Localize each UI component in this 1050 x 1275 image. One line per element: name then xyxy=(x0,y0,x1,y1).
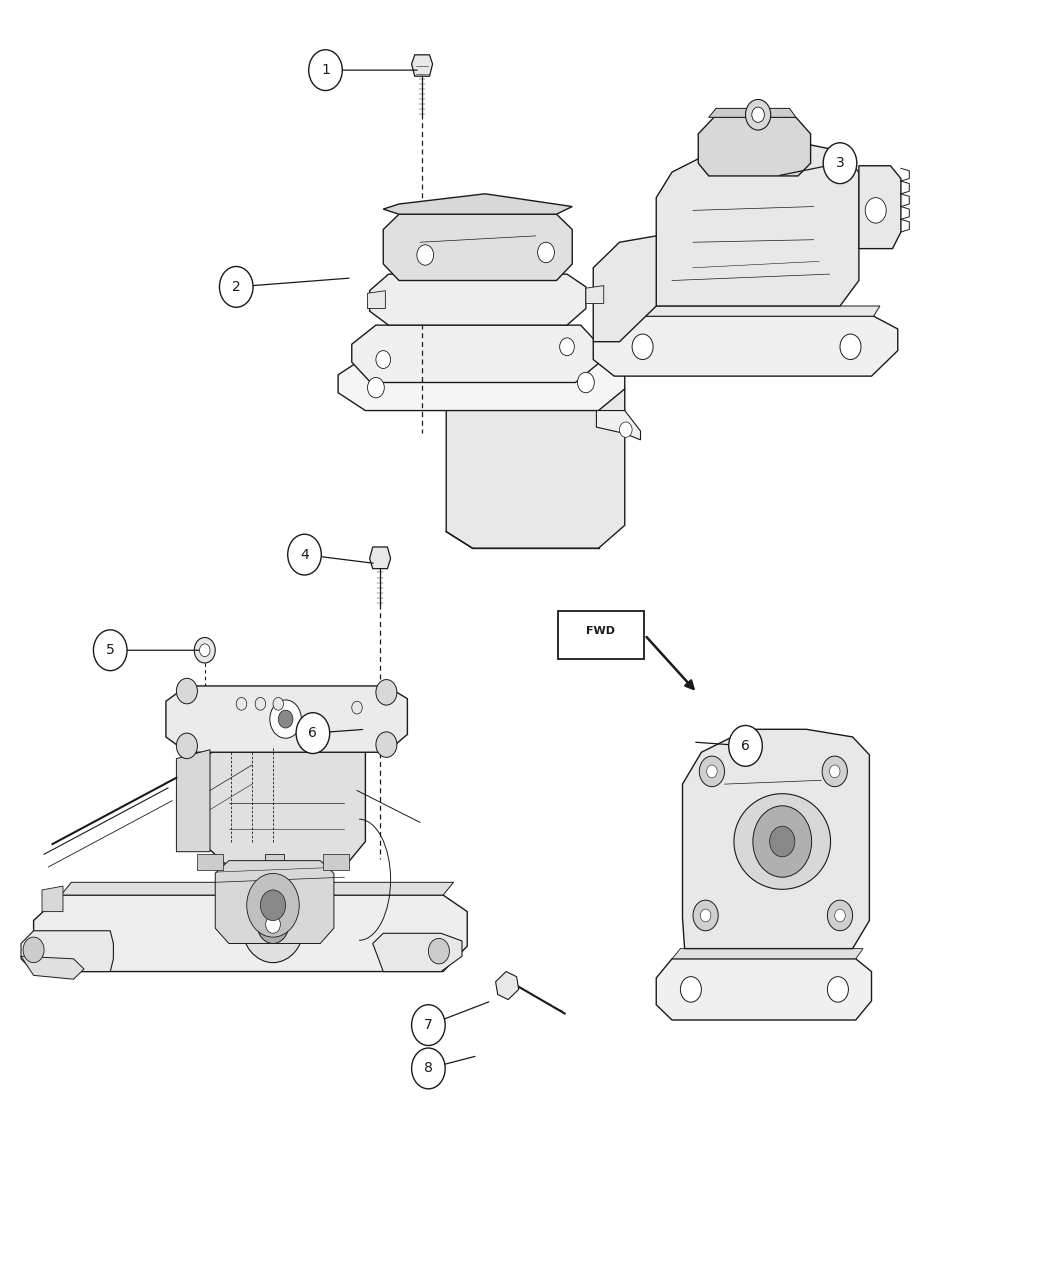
Text: 5: 5 xyxy=(106,644,114,657)
Circle shape xyxy=(835,909,845,922)
Circle shape xyxy=(746,99,771,130)
Polygon shape xyxy=(446,376,625,548)
Circle shape xyxy=(219,266,253,307)
Polygon shape xyxy=(656,140,859,306)
Polygon shape xyxy=(370,547,391,569)
Polygon shape xyxy=(338,357,625,411)
Polygon shape xyxy=(166,686,407,752)
Circle shape xyxy=(822,756,847,787)
Circle shape xyxy=(417,245,434,265)
Circle shape xyxy=(257,905,289,944)
Circle shape xyxy=(236,697,247,710)
Circle shape xyxy=(693,900,718,931)
Polygon shape xyxy=(672,949,863,959)
Circle shape xyxy=(309,50,342,91)
Circle shape xyxy=(620,422,632,437)
Circle shape xyxy=(288,534,321,575)
Text: 7: 7 xyxy=(424,1019,433,1031)
Polygon shape xyxy=(616,306,880,316)
Text: 6: 6 xyxy=(309,727,317,739)
Circle shape xyxy=(830,765,840,778)
Circle shape xyxy=(753,806,812,877)
Circle shape xyxy=(752,107,764,122)
Polygon shape xyxy=(215,861,334,943)
Circle shape xyxy=(699,756,724,787)
Circle shape xyxy=(376,680,397,705)
Circle shape xyxy=(93,630,127,671)
Circle shape xyxy=(700,909,711,922)
Polygon shape xyxy=(21,956,84,979)
Circle shape xyxy=(865,198,886,223)
Polygon shape xyxy=(698,117,811,176)
Circle shape xyxy=(242,886,304,963)
Polygon shape xyxy=(383,194,572,214)
Polygon shape xyxy=(21,931,113,972)
Polygon shape xyxy=(208,742,365,867)
Polygon shape xyxy=(412,55,433,76)
Polygon shape xyxy=(265,854,284,895)
Circle shape xyxy=(273,697,284,710)
Circle shape xyxy=(376,732,397,757)
Text: 4: 4 xyxy=(300,548,309,561)
Circle shape xyxy=(428,938,449,964)
Polygon shape xyxy=(383,214,572,280)
Polygon shape xyxy=(34,895,467,972)
Polygon shape xyxy=(859,166,901,249)
Circle shape xyxy=(368,377,384,398)
Ellipse shape xyxy=(734,793,831,890)
Circle shape xyxy=(412,1048,445,1089)
Circle shape xyxy=(632,334,653,360)
Text: 2: 2 xyxy=(232,280,240,293)
Circle shape xyxy=(270,700,301,738)
Circle shape xyxy=(176,678,197,704)
Polygon shape xyxy=(593,236,656,342)
Polygon shape xyxy=(352,325,598,382)
Circle shape xyxy=(729,725,762,766)
Text: 6: 6 xyxy=(741,740,750,752)
Text: FWD: FWD xyxy=(586,626,615,636)
Circle shape xyxy=(376,351,391,368)
Circle shape xyxy=(840,334,861,360)
Text: 1: 1 xyxy=(321,64,330,76)
Polygon shape xyxy=(496,972,519,1000)
Circle shape xyxy=(176,733,197,759)
Polygon shape xyxy=(682,729,869,949)
Polygon shape xyxy=(176,750,210,852)
Polygon shape xyxy=(323,854,349,870)
Polygon shape xyxy=(586,286,604,303)
Circle shape xyxy=(247,873,299,937)
Circle shape xyxy=(278,710,293,728)
Polygon shape xyxy=(709,108,796,117)
Text: 8: 8 xyxy=(424,1062,433,1075)
Circle shape xyxy=(200,644,210,657)
Circle shape xyxy=(266,915,280,933)
Circle shape xyxy=(352,701,362,714)
Circle shape xyxy=(194,638,215,663)
Circle shape xyxy=(560,338,574,356)
Polygon shape xyxy=(368,291,385,309)
Circle shape xyxy=(538,242,554,263)
Circle shape xyxy=(23,937,44,963)
Polygon shape xyxy=(593,316,898,376)
Circle shape xyxy=(823,143,857,184)
Text: 3: 3 xyxy=(836,157,844,170)
Circle shape xyxy=(707,765,717,778)
Circle shape xyxy=(296,713,330,754)
Circle shape xyxy=(770,826,795,857)
Polygon shape xyxy=(61,882,454,895)
Circle shape xyxy=(827,900,853,931)
Circle shape xyxy=(578,372,594,393)
Circle shape xyxy=(412,1005,445,1046)
Polygon shape xyxy=(373,933,462,972)
Polygon shape xyxy=(596,411,640,440)
Polygon shape xyxy=(370,274,586,325)
Circle shape xyxy=(260,890,286,921)
Circle shape xyxy=(680,977,701,1002)
Polygon shape xyxy=(656,959,872,1020)
FancyBboxPatch shape xyxy=(558,612,644,658)
Polygon shape xyxy=(197,854,223,870)
Polygon shape xyxy=(42,886,63,912)
Circle shape xyxy=(827,977,848,1002)
Circle shape xyxy=(255,697,266,710)
